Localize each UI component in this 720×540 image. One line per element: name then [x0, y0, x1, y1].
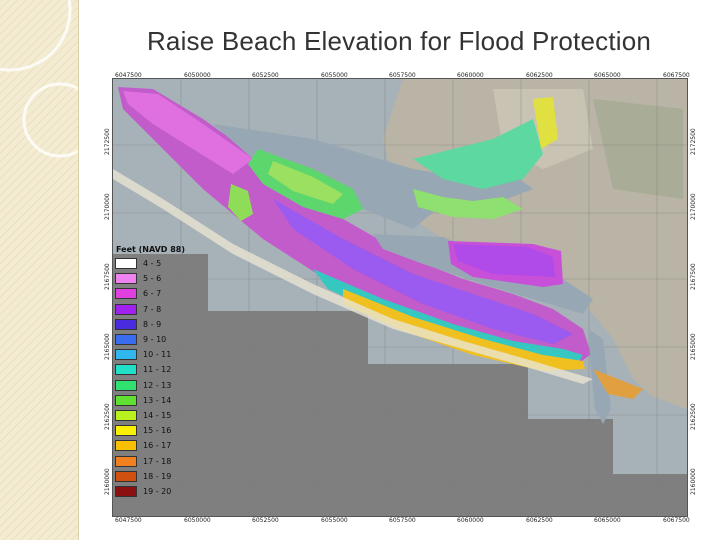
legend-item: 14 - 15	[114, 408, 198, 423]
x-top-tick-label: 6067500	[663, 72, 690, 79]
legend-label: 14 - 15	[143, 410, 172, 420]
x-top-tick-label: 6050000	[184, 72, 211, 79]
y-right-tick-label: 2170000	[690, 193, 697, 220]
x-top-tick-label: 6055000	[321, 72, 348, 79]
legend-label: 11 - 12	[143, 365, 172, 375]
y-left-tick-label: 2165000	[104, 333, 111, 360]
legend-item: 12 - 13	[114, 378, 198, 393]
x-bottom-tick-label: 6062500	[526, 517, 553, 524]
x-top-tick-label: 6060000	[457, 72, 484, 79]
x-top-tick-label: 6057500	[389, 72, 416, 79]
y-right-tick-label: 2160000	[690, 468, 697, 495]
legend-item: 11 - 12	[114, 362, 198, 377]
y-left-tick-label: 2170000	[104, 193, 111, 220]
y-right-tick-label: 2172500	[690, 128, 697, 155]
x-bottom-tick-label: 6052500	[252, 517, 279, 524]
y-right-tick-label: 2162500	[690, 403, 697, 430]
decorative-side-band	[0, 0, 78, 540]
legend-swatch	[115, 394, 137, 406]
slide-title: Raise Beach Elevation for Flood Protecti…	[146, 26, 652, 56]
legend-swatch	[115, 440, 137, 452]
legend-label: 17 - 18	[143, 456, 172, 466]
legend-label: 12 - 13	[143, 380, 172, 390]
legend-label: 15 - 16	[143, 426, 172, 436]
legend-item: 19 - 20	[114, 484, 198, 499]
x-top-tick-label: 6065000	[594, 72, 621, 79]
x-bottom-tick-label: 6065000	[594, 517, 621, 524]
y-right-tick-label: 2167500	[690, 263, 697, 290]
y-left-tick-label: 2167500	[104, 263, 111, 290]
legend-swatch	[115, 258, 137, 270]
legend-item: 10 - 11	[114, 347, 198, 362]
legend-item: 13 - 14	[114, 393, 198, 408]
legend-item: 5 - 6	[114, 271, 198, 286]
legend-swatch	[115, 273, 137, 285]
legend-swatch	[115, 334, 137, 346]
x-bottom-tick-label: 6060000	[457, 517, 484, 524]
legend-item: 17 - 18	[114, 453, 198, 468]
legend-swatch	[115, 485, 137, 497]
legend-label: 13 - 14	[143, 395, 172, 405]
x-bottom-tick-label: 6067500	[663, 517, 690, 524]
legend-label: 10 - 11	[143, 350, 172, 360]
x-top-tick-label: 6052500	[252, 72, 279, 79]
legend-swatch	[115, 455, 137, 467]
legend-item: 15 - 16	[114, 423, 198, 438]
legend-label: 16 - 17	[143, 441, 172, 451]
map-canvas	[113, 79, 687, 516]
legend-item: 8 - 9	[114, 317, 198, 332]
decorative-pattern	[0, 0, 78, 540]
elevation-map	[112, 78, 688, 517]
legend-swatch	[115, 425, 137, 437]
x-bottom-tick-label: 6055000	[321, 517, 348, 524]
x-bottom-tick-label: 6050000	[184, 517, 211, 524]
legend-label: 18 - 19	[143, 471, 172, 481]
legend-label: 8 - 9	[143, 319, 162, 329]
legend-label: 6 - 7	[143, 289, 162, 299]
legend-swatch	[115, 379, 137, 391]
legend-item: 4 - 5	[114, 256, 198, 271]
x-bottom-tick-label: 6057500	[389, 517, 416, 524]
y-left-tick-label: 2172500	[104, 128, 111, 155]
y-left-tick-label: 2162500	[104, 403, 111, 430]
band-divider	[78, 0, 79, 540]
legend-item: 18 - 19	[114, 469, 198, 484]
x-top-tick-label: 6047500	[115, 72, 142, 79]
y-right-tick-label: 2165000	[690, 333, 697, 360]
legend-item: 7 - 8	[114, 302, 198, 317]
legend-swatch	[115, 470, 137, 482]
legend-label: 19 - 20	[143, 486, 172, 496]
legend-label: 7 - 8	[143, 304, 162, 314]
x-top-tick-label: 6062500	[526, 72, 553, 79]
x-bottom-tick-label: 6047500	[115, 517, 142, 524]
legend-label: 5 - 6	[143, 274, 162, 284]
legend-item: 9 - 10	[114, 332, 198, 347]
legend-swatch	[115, 364, 137, 376]
legend-item: 16 - 17	[114, 438, 198, 453]
legend-swatch	[115, 349, 137, 361]
legend-item: 6 - 7	[114, 286, 198, 301]
y-left-tick-label: 2160000	[104, 468, 111, 495]
legend-label: 9 - 10	[143, 335, 167, 345]
legend-swatch	[115, 409, 137, 421]
map-legend: Feet (NAVD 88) 4 - 5 5 - 6 6 - 7 7 - 8 8 - 9…	[114, 243, 198, 499]
legend-title: Feet (NAVD 88)	[116, 245, 186, 254]
legend-swatch	[115, 288, 137, 300]
legend-label: 4 - 5	[143, 259, 162, 269]
legend-swatch	[115, 318, 137, 330]
legend-swatch	[115, 303, 137, 315]
